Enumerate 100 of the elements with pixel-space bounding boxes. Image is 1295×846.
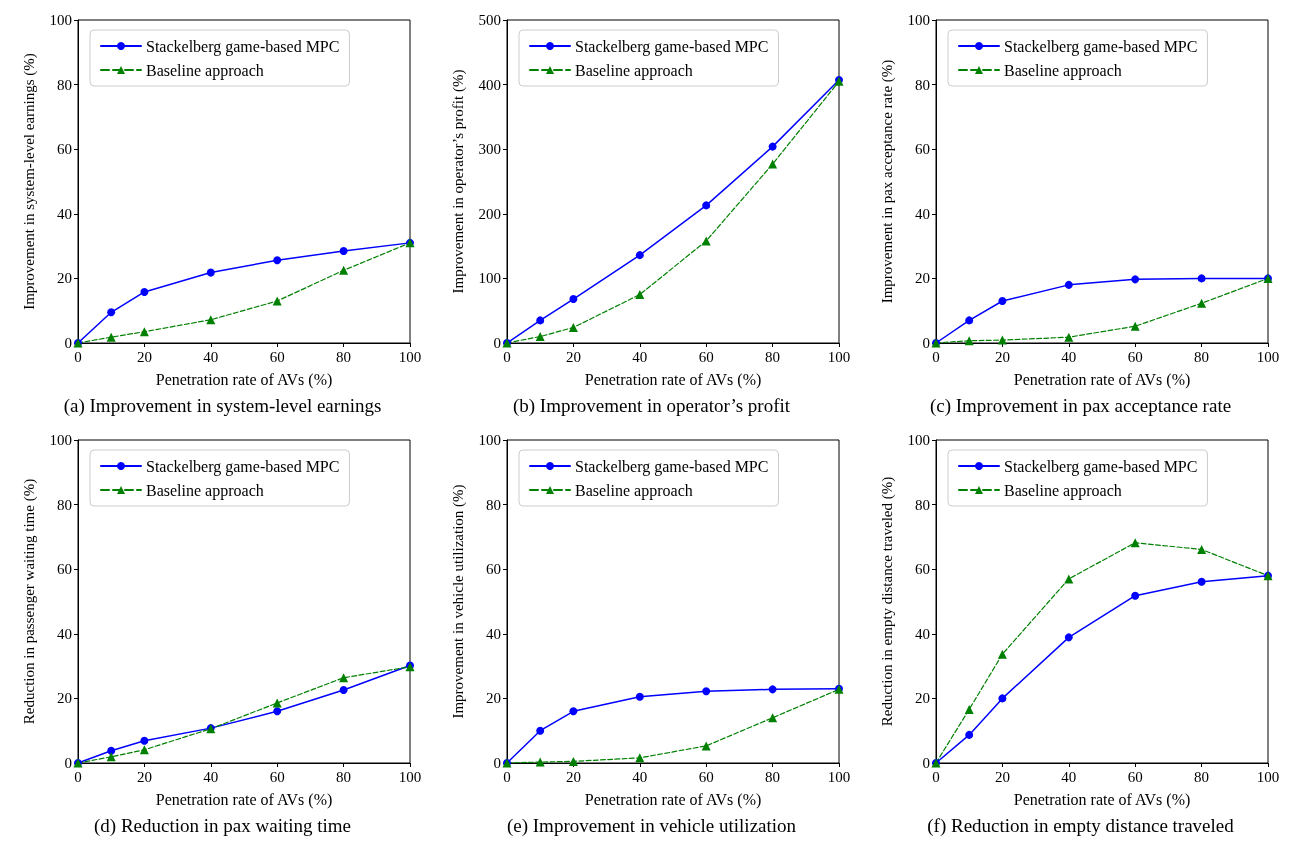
text: (c) Improvement in pax acceptance rate (929, 395, 1232, 417)
x-tick-label: 40 (203, 768, 219, 785)
point (139, 745, 149, 755)
y-tick-label: 20 (57, 690, 72, 707)
point (998, 297, 1007, 306)
point (106, 332, 116, 342)
point (702, 687, 711, 696)
x-tick-label: 60 (1127, 768, 1143, 785)
y-tick-label: 80 (57, 76, 72, 93)
y-tick-label: 60 (57, 561, 72, 578)
y-tick-label: 20 (915, 690, 930, 707)
point (1130, 321, 1140, 331)
y-tick-label: 400 (478, 76, 501, 93)
text: (d) Reduction in pax waiting time (94, 815, 351, 837)
point (272, 296, 282, 306)
y-tick-label: 200 (478, 205, 501, 222)
y-axis-title: Reduction in passenger waiting time (%) (20, 478, 38, 725)
point (768, 159, 778, 169)
y-tick-label: 100 (49, 12, 72, 28)
point (273, 256, 282, 265)
text: (a) Improvement in system-level earnings (63, 395, 382, 417)
x-tick-label: 100 (398, 348, 422, 365)
point (1197, 577, 1206, 586)
y-tick-label: 20 (57, 270, 72, 287)
y-axis-title: Improvement in pax acceptance rate (%) (878, 59, 896, 304)
x-tick-label: 60 (698, 768, 714, 785)
x-tick-label: 20 (994, 768, 1010, 785)
point (1064, 332, 1074, 342)
y-tick-label: 500 (478, 12, 501, 28)
point (768, 713, 778, 723)
point (535, 332, 545, 342)
point (107, 746, 116, 755)
x-tick-label: 100 (827, 348, 851, 365)
x-tick-label: 80 (336, 768, 352, 785)
point (535, 757, 545, 767)
y-tick-label: 80 (57, 496, 72, 513)
point (1064, 633, 1073, 642)
x-tick-label: 40 (632, 348, 648, 365)
point (768, 142, 777, 151)
y-tick-label: 100 (49, 432, 72, 448)
x-tick-label: 80 (1194, 768, 1210, 785)
point (140, 287, 149, 296)
legend-label: Baseline approach (146, 481, 264, 500)
point (140, 736, 149, 745)
x-tick-label: 20 (565, 348, 581, 365)
x-tick-label: 100 (1256, 348, 1280, 365)
y-tick-label: 40 (57, 625, 72, 642)
point (1131, 591, 1140, 600)
x-tick-label: 40 (632, 768, 648, 785)
y-tick-label: 100 (478, 432, 501, 448)
y-axis-title: Improvement in system-level earnings (%) (20, 53, 38, 310)
point (998, 694, 1007, 703)
point (997, 335, 1007, 345)
y-tick-label: 40 (486, 625, 501, 642)
x-tick-label: 80 (1194, 348, 1210, 365)
x-tick-label: 80 (765, 768, 781, 785)
x-tick-label: 100 (1256, 768, 1280, 785)
x-axis-title: Penetration rate of AVs (%) (155, 790, 333, 809)
legend-label: Stackelberg game-based MPC (146, 37, 340, 56)
y-tick-label: 40 (57, 205, 72, 222)
point (964, 704, 974, 714)
point (536, 726, 545, 735)
point (339, 673, 349, 683)
x-tick-label: 60 (1127, 348, 1143, 365)
x-tick-label: 60 (698, 348, 714, 365)
point (569, 707, 578, 716)
point (568, 323, 578, 332)
point (965, 316, 974, 325)
x-tick-label: 80 (765, 348, 781, 365)
y-tick-label: 80 (486, 496, 501, 513)
legend-label: Stackelberg game-based MPC (575, 37, 769, 56)
y-tick-label: 80 (915, 496, 930, 513)
y-tick-label: 40 (915, 625, 930, 642)
x-axis-title: Penetration rate of AVs (%) (584, 370, 762, 389)
x-tick-label: 20 (994, 348, 1010, 365)
point (1197, 298, 1207, 308)
x-tick-label: 40 (1061, 348, 1077, 365)
y-tick-label: 0 (922, 755, 930, 771)
point (339, 246, 348, 255)
x-tick-label: 100 (827, 768, 851, 785)
point (635, 290, 645, 300)
x-tick-label: 60 (269, 768, 285, 785)
legend-label: Stackelberg game-based MPC (146, 457, 340, 476)
x-axis-title: Penetration rate of AVs (%) (1013, 370, 1191, 389)
y-tick-label: 20 (915, 270, 930, 287)
point (339, 686, 348, 694)
y-tick-label: 100 (907, 12, 930, 28)
legend-label: Baseline approach (575, 481, 693, 500)
point (768, 685, 777, 694)
legend-label: Baseline approach (146, 61, 264, 80)
point (107, 308, 116, 317)
y-tick-label: 0 (493, 755, 501, 771)
y-tick-label: 60 (57, 141, 72, 158)
x-axis-title: Penetration rate of AVs (%) (1013, 790, 1191, 809)
legend-label: Baseline approach (575, 61, 693, 80)
point (997, 649, 1007, 659)
y-tick-label: 60 (915, 141, 930, 158)
x-tick-label: 20 (136, 768, 152, 785)
x-tick-label: 80 (336, 348, 352, 365)
text: (b) Improvement in operator’s profit (512, 395, 791, 417)
